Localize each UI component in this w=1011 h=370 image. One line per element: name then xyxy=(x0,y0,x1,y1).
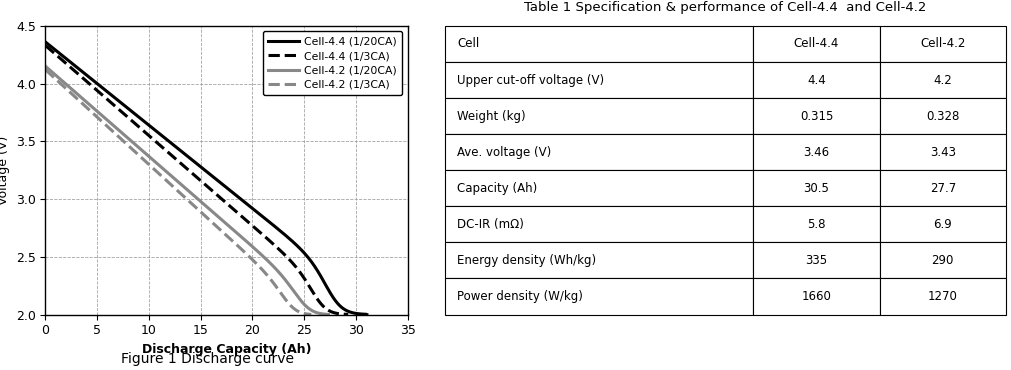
Text: Figure 1 Discharge curve: Figure 1 Discharge curve xyxy=(120,352,294,366)
X-axis label: Discharge Capacity (Ah): Discharge Capacity (Ah) xyxy=(142,343,311,356)
Text: Table 1 Specification & performance of Cell-4.4  and Cell-4.2: Table 1 Specification & performance of C… xyxy=(524,1,926,14)
Legend: Cell-4.4 (1/20CA), Cell-4.4 (1/3CA), Cell-4.2 (1/20CA), Cell-4.2 (1/3CA): Cell-4.4 (1/20CA), Cell-4.4 (1/3CA), Cel… xyxy=(263,31,402,95)
Y-axis label: Voltage (V): Voltage (V) xyxy=(0,135,10,205)
